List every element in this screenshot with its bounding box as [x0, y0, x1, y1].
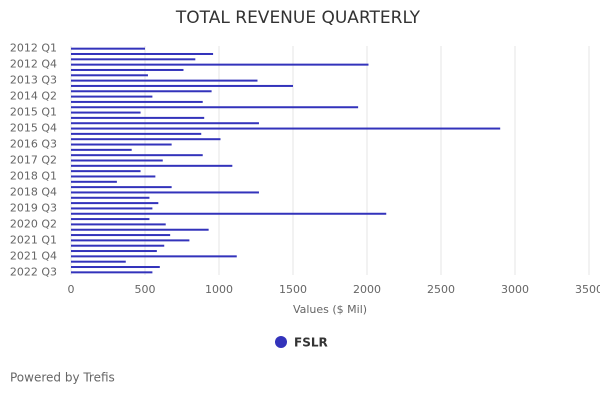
x-tick-label: 3500 — [575, 283, 600, 296]
bar — [71, 138, 221, 141]
bar — [71, 212, 387, 215]
bar — [71, 186, 172, 189]
bar — [71, 111, 141, 114]
bar — [71, 191, 259, 194]
bar — [71, 148, 132, 151]
bar — [71, 260, 126, 263]
bar — [71, 106, 359, 109]
bar — [71, 266, 160, 269]
bar — [71, 170, 141, 173]
bar — [71, 143, 172, 146]
bar — [71, 63, 369, 66]
y-tick-label: 2022 Q3 — [10, 265, 57, 278]
bar — [71, 244, 165, 247]
bar — [71, 207, 153, 210]
bar — [71, 202, 159, 205]
bar — [71, 100, 203, 103]
y-tick-label: 2018 Q4 — [10, 185, 57, 198]
bar — [71, 228, 209, 231]
bar — [71, 218, 150, 221]
bar — [71, 84, 293, 87]
y-tick-label: 2021 Q4 — [10, 249, 57, 262]
x-tick-label: 500 — [135, 283, 156, 296]
x-tick-label: 1500 — [279, 283, 307, 296]
bar — [71, 90, 212, 93]
x-tick-label: 2000 — [353, 283, 381, 296]
bar — [71, 250, 157, 253]
y-tick-label: 2012 Q4 — [10, 58, 57, 71]
bar — [71, 175, 156, 178]
footer: Powered by Trefis — [10, 371, 115, 385]
bar — [71, 132, 202, 135]
bar — [71, 255, 237, 258]
bar — [71, 159, 163, 162]
bar — [71, 47, 145, 50]
bar — [71, 164, 233, 167]
bar — [71, 127, 501, 130]
bar — [71, 52, 214, 55]
x-axis-label: Values ($ Mil) — [293, 303, 367, 316]
y-tick-label: 2020 Q2 — [10, 217, 57, 230]
x-tick-label: 2500 — [427, 283, 455, 296]
x-tick-label: 3000 — [501, 283, 529, 296]
y-tick-label: 2015 Q4 — [10, 122, 57, 135]
y-tick-label: 2019 Q3 — [10, 201, 57, 214]
bar — [71, 116, 205, 119]
bar — [71, 122, 259, 125]
y-tick-label: 2015 Q1 — [10, 106, 57, 119]
bar — [71, 239, 190, 242]
y-tick-label: 2012 Q1 — [10, 42, 57, 55]
legend-marker — [275, 336, 287, 348]
bar — [71, 180, 117, 183]
bar — [71, 58, 196, 61]
x-tick-label: 1000 — [205, 283, 233, 296]
bar — [71, 154, 203, 157]
bar — [71, 234, 171, 237]
bar — [71, 95, 153, 98]
bar — [71, 223, 166, 226]
y-tick-label: 2021 Q1 — [10, 233, 57, 246]
y-tick-label: 2017 Q2 — [10, 154, 57, 167]
bar — [71, 79, 258, 82]
x-tick-label: 0 — [68, 283, 75, 296]
legend-label: FSLR — [294, 336, 328, 350]
y-tick-label: 2014 Q2 — [10, 90, 57, 103]
y-tick-label: 2013 Q3 — [10, 74, 57, 87]
chart-title: TOTAL REVENUE QUARTERLY — [175, 8, 421, 28]
bar — [71, 68, 184, 71]
bar — [71, 196, 150, 199]
bar — [71, 271, 153, 274]
bar — [71, 74, 148, 77]
y-tick-label: 2016 Q3 — [10, 138, 57, 151]
y-tick-label: 2018 Q1 — [10, 169, 57, 182]
